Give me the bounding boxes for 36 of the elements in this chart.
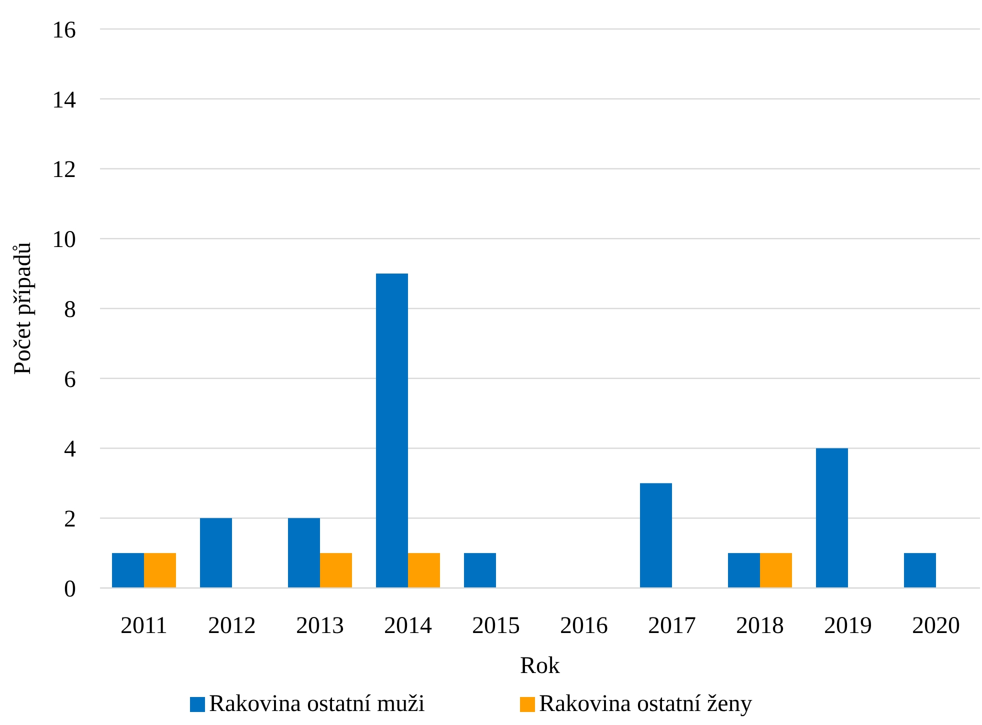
bar (816, 448, 848, 588)
bar (112, 553, 144, 588)
x-tick-label: 2019 (824, 613, 872, 639)
bar (640, 483, 672, 588)
y-tick-label: 6 (64, 366, 76, 393)
x-tick-label: 2016 (560, 613, 608, 639)
y-tick-label: 14 (52, 87, 76, 114)
x-tick-label: 2015 (472, 613, 520, 639)
x-tick-label: 2017 (648, 613, 696, 639)
bar (288, 518, 320, 588)
x-tick-label: 2011 (120, 613, 168, 639)
legend-label: Rakovina ostatní ženy (539, 691, 752, 717)
y-tick-label: 10 (52, 227, 76, 254)
x-axis-title: Rok (520, 653, 560, 679)
legend-label: Rakovina ostatní muži (209, 691, 426, 717)
bar (728, 553, 760, 588)
bar (904, 553, 936, 588)
x-tick-label: 2012 (208, 613, 256, 639)
y-tick-label: 4 (64, 436, 76, 463)
x-tick-label: 2018 (736, 613, 784, 639)
x-tick-label: 2013 (296, 613, 344, 639)
bar (408, 553, 440, 588)
x-tick-label: 2014 (384, 613, 432, 639)
y-tick-label: 2 (64, 506, 76, 533)
bar (376, 274, 408, 588)
bar (144, 553, 176, 588)
bar (320, 553, 352, 588)
y-tick-label: 12 (52, 157, 76, 184)
bar (200, 518, 232, 588)
x-tick-label: 2020 (912, 613, 960, 639)
bar (464, 553, 496, 588)
bar (760, 553, 792, 588)
y-tick-label: 0 (64, 576, 76, 602)
y-tick-label: 8 (64, 296, 76, 323)
y-axis-title: Počet případů (10, 242, 36, 375)
y-tick-label: 16 (52, 17, 76, 44)
